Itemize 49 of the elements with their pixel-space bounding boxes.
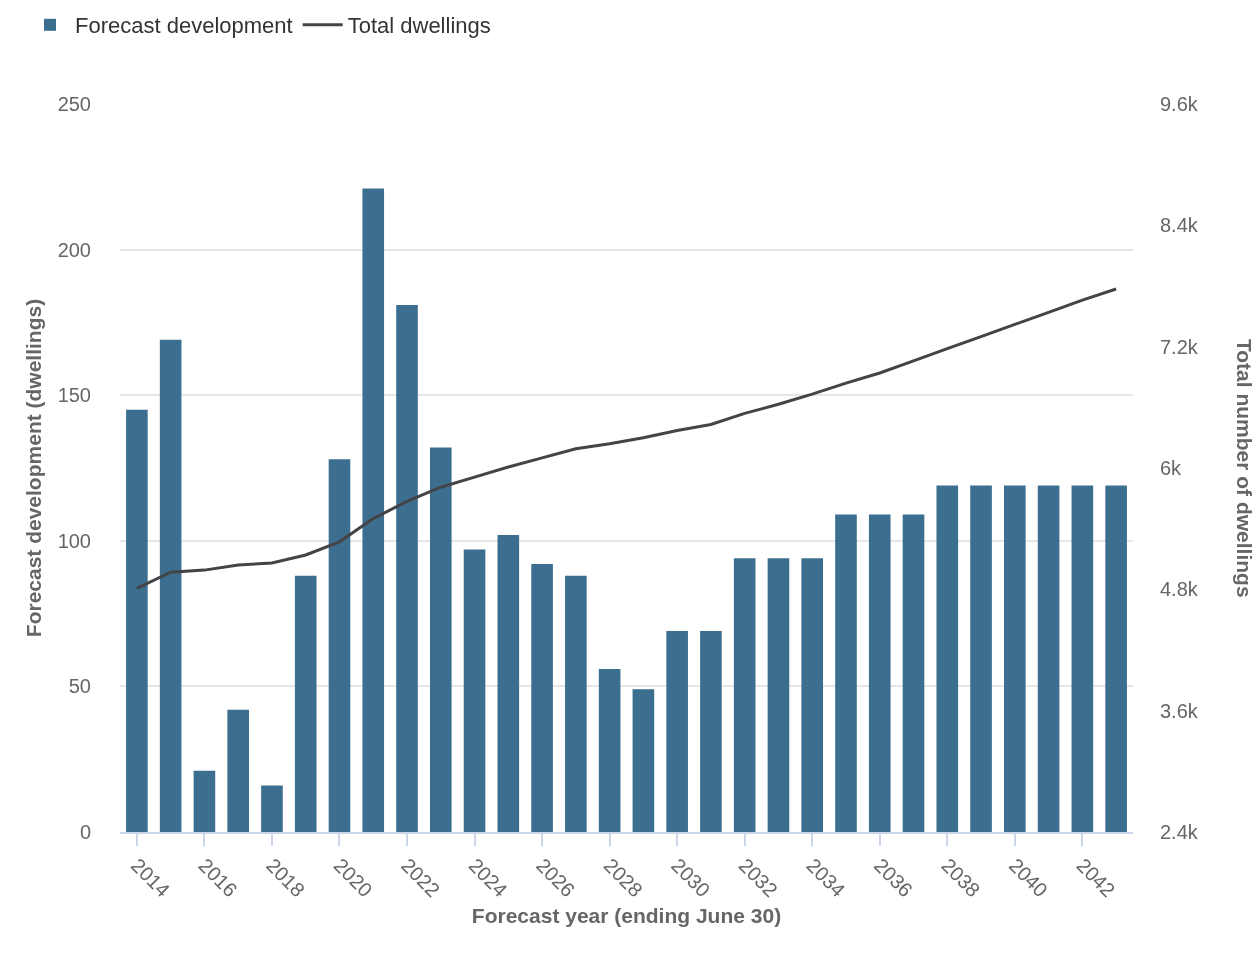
bar [227,709,249,832]
bar [902,514,925,832]
bar [294,575,317,832]
y-tick-label: 200 [57,238,91,261]
y2-axis-title: Total number of dwellings [1233,339,1256,598]
y2-tick-label: 7.2k [1160,335,1199,358]
y2-tick-label: 8.4k [1160,214,1199,237]
legend-label: Total dwellings [347,13,491,39]
line-series [135,287,1118,590]
bar [159,339,182,832]
y-tick-label: 100 [57,529,91,552]
y2-tick-label: 2.4k [1160,821,1199,843]
bar [700,631,722,832]
bar [970,485,992,832]
bar [767,558,790,832]
bar [261,785,283,832]
bar [1105,485,1127,832]
y2-tick-label: 3.6k [1160,699,1199,722]
bar [936,485,959,832]
bar [126,409,148,832]
bar [565,575,587,832]
bar [463,549,486,832]
bar [835,514,857,832]
bar [362,188,385,832]
y-axis-title: Forecast development (dwellings) [21,298,45,638]
bar [396,304,418,832]
bar [868,514,891,832]
bar [632,689,655,832]
y-tick-label: 250 [57,93,91,115]
x-axis-title: Forecast year (ending June 30) [471,903,782,927]
bar [193,770,216,832]
y2-tick-label: 4.8k [1160,578,1199,601]
bar [531,564,553,832]
bar [328,459,351,832]
bar [666,631,688,832]
y2-tick-label: 6k [1160,457,1183,479]
y-tick-label: 150 [57,384,91,407]
y-tick-label: 0 [79,821,91,843]
legend-label: Forecast development [75,13,293,39]
y2-tick-label: 9.6k [1160,93,1199,115]
bar [429,447,452,832]
bar [1071,485,1094,832]
y-tick-label: 50 [68,675,91,698]
bar [733,558,756,832]
bar [1037,485,1060,832]
bar [598,668,621,832]
bar [1004,485,1026,832]
bar [801,558,824,832]
bar [497,534,520,832]
